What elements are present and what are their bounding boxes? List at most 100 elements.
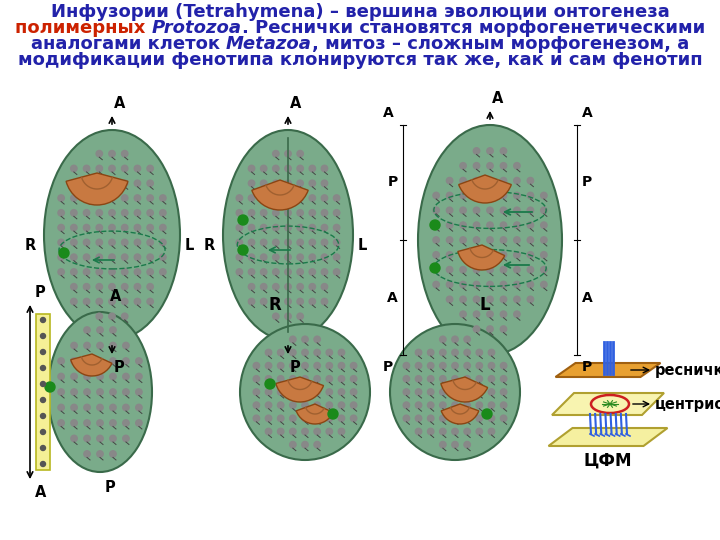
Circle shape (403, 402, 410, 408)
Circle shape (314, 349, 320, 356)
Circle shape (297, 254, 303, 260)
Circle shape (309, 165, 315, 172)
Circle shape (403, 376, 410, 382)
Circle shape (460, 252, 467, 258)
Circle shape (500, 296, 507, 302)
Text: P: P (35, 285, 46, 300)
Circle shape (109, 435, 116, 442)
Text: A: A (582, 291, 593, 305)
Circle shape (84, 284, 90, 290)
Circle shape (71, 254, 77, 260)
Circle shape (415, 376, 422, 382)
Circle shape (464, 362, 470, 369)
Circle shape (71, 342, 77, 349)
Circle shape (134, 298, 140, 305)
Circle shape (261, 239, 267, 246)
Circle shape (446, 266, 453, 273)
Circle shape (266, 389, 271, 395)
Circle shape (487, 207, 493, 213)
Circle shape (135, 373, 142, 380)
Circle shape (433, 252, 439, 258)
Circle shape (433, 222, 439, 228)
Circle shape (326, 415, 333, 422)
Circle shape (109, 420, 116, 426)
Circle shape (338, 349, 345, 356)
Circle shape (476, 362, 482, 369)
Circle shape (122, 165, 128, 172)
Circle shape (84, 298, 90, 305)
Circle shape (309, 298, 315, 305)
Circle shape (96, 195, 102, 201)
Circle shape (473, 252, 480, 258)
Circle shape (84, 165, 90, 172)
Circle shape (527, 266, 534, 273)
Circle shape (122, 313, 128, 320)
Circle shape (266, 428, 271, 435)
Circle shape (109, 165, 115, 172)
Circle shape (236, 239, 243, 246)
Circle shape (297, 239, 303, 246)
Circle shape (277, 349, 284, 356)
Ellipse shape (223, 130, 353, 340)
Circle shape (326, 402, 333, 408)
Circle shape (297, 313, 303, 320)
Circle shape (333, 269, 340, 275)
Circle shape (289, 389, 296, 395)
Circle shape (473, 163, 480, 169)
Ellipse shape (240, 324, 370, 460)
Circle shape (147, 269, 153, 275)
Circle shape (236, 254, 243, 260)
Circle shape (309, 180, 315, 186)
Circle shape (147, 180, 153, 186)
Circle shape (71, 298, 77, 305)
Circle shape (96, 420, 103, 426)
Circle shape (433, 237, 439, 243)
Circle shape (277, 415, 284, 422)
Circle shape (488, 349, 495, 356)
Circle shape (71, 358, 77, 364)
Circle shape (460, 281, 467, 288)
Circle shape (236, 269, 243, 275)
Circle shape (428, 402, 434, 408)
Circle shape (333, 210, 340, 216)
Circle shape (302, 442, 308, 448)
Circle shape (261, 210, 267, 216)
Circle shape (58, 239, 64, 246)
Circle shape (500, 163, 507, 169)
Circle shape (500, 415, 507, 422)
Circle shape (134, 284, 140, 290)
Circle shape (236, 210, 243, 216)
Circle shape (40, 414, 45, 418)
Circle shape (122, 210, 128, 216)
Circle shape (338, 376, 345, 382)
Circle shape (351, 362, 357, 369)
Circle shape (527, 296, 534, 302)
Circle shape (285, 151, 291, 157)
Circle shape (460, 311, 467, 318)
Circle shape (500, 326, 507, 332)
Circle shape (487, 237, 493, 243)
Circle shape (487, 148, 493, 154)
Circle shape (96, 327, 103, 333)
Circle shape (415, 362, 422, 369)
Circle shape (314, 336, 320, 342)
Circle shape (71, 435, 77, 442)
Circle shape (476, 415, 482, 422)
Circle shape (134, 165, 140, 172)
Circle shape (96, 254, 102, 260)
Circle shape (253, 362, 260, 369)
Circle shape (464, 442, 470, 448)
Circle shape (109, 239, 115, 246)
Circle shape (96, 225, 102, 231)
Circle shape (460, 178, 467, 184)
Circle shape (541, 207, 547, 213)
Circle shape (266, 349, 271, 356)
Text: A: A (492, 91, 503, 106)
Circle shape (527, 178, 534, 184)
Circle shape (285, 269, 291, 275)
Circle shape (58, 225, 64, 231)
Circle shape (71, 210, 77, 216)
Circle shape (109, 298, 115, 305)
Circle shape (248, 269, 255, 275)
Circle shape (476, 402, 482, 408)
